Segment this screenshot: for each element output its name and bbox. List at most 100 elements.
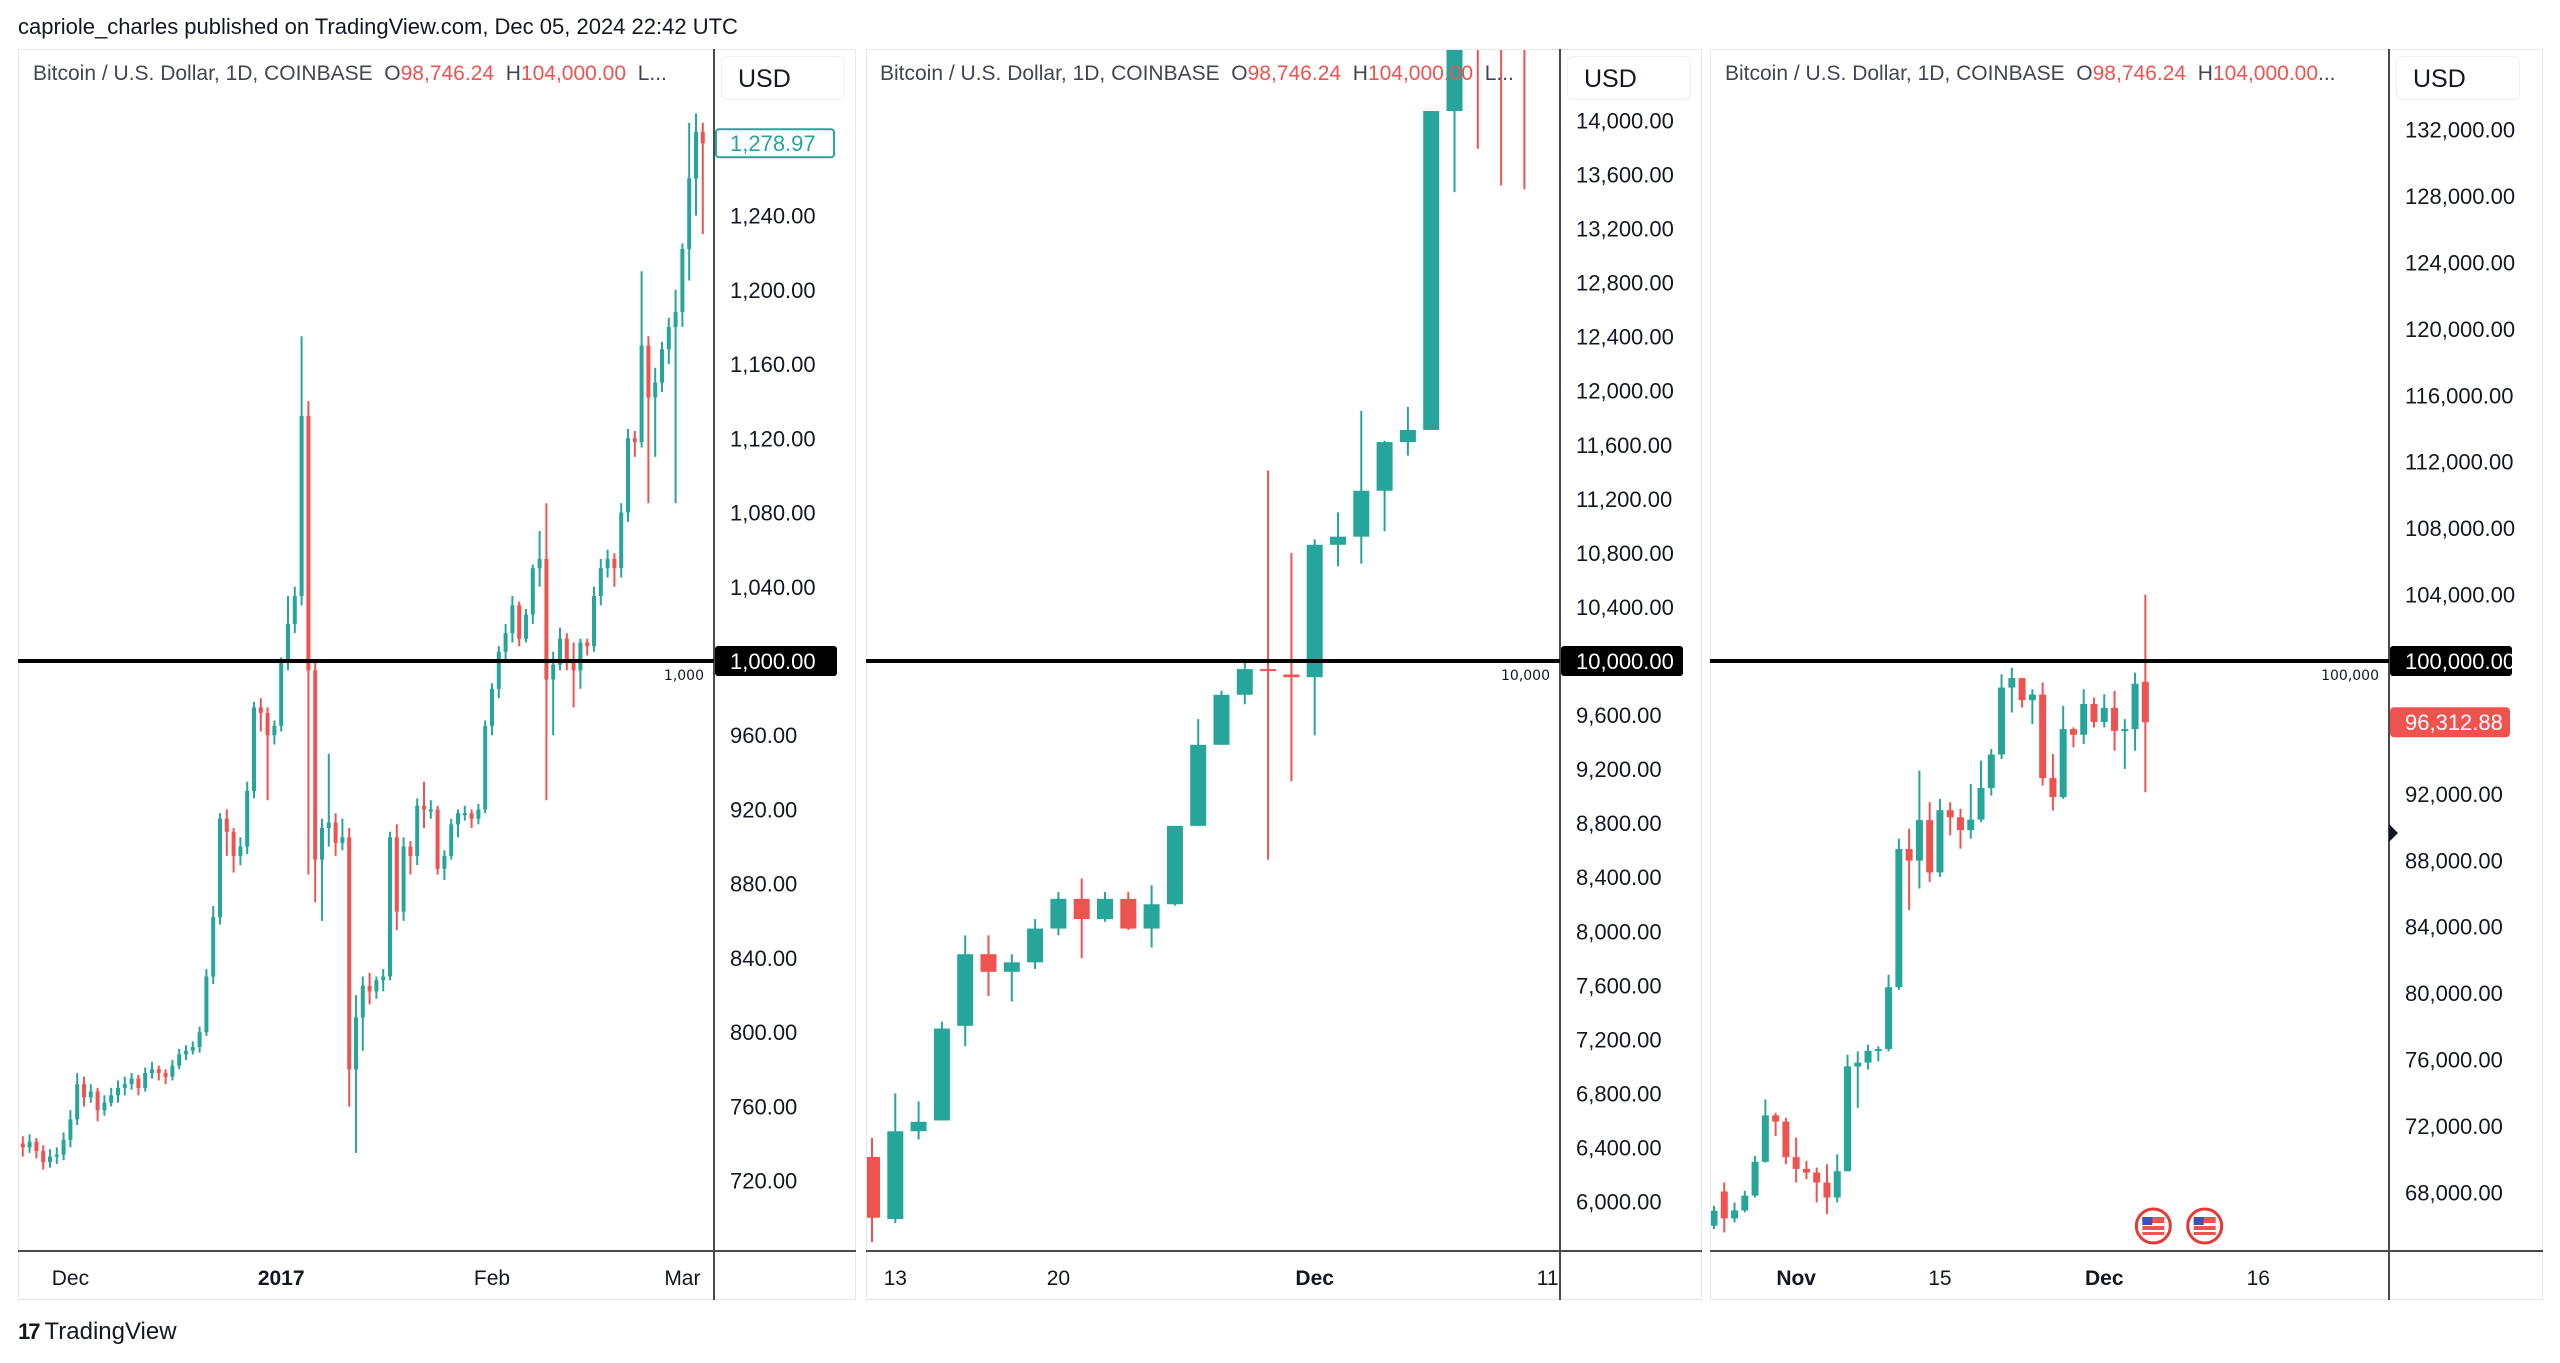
candle[interactable] [258,698,263,732]
currency-button-panel-1[interactable]: USD [721,56,845,100]
candle[interactable] [238,837,243,866]
candle[interactable] [626,429,630,522]
candle[interactable] [14,1129,18,1153]
candle[interactable] [694,113,698,216]
candle[interactable] [170,1060,175,1081]
candle[interactable] [503,623,508,661]
candle[interactable] [632,430,637,457]
candle[interactable] [1998,674,2006,759]
candle[interactable] [1306,539,1323,736]
candle[interactable] [34,1137,39,1159]
candle[interactable] [2100,694,2108,728]
candle[interactable] [1782,1117,1790,1165]
candle[interactable] [1120,892,1137,930]
legend-more[interactable]: ... [2318,62,2336,85]
candle[interactable] [75,1073,80,1125]
candle[interactable] [129,1073,134,1090]
candle[interactable] [286,596,290,671]
candle[interactable] [1470,0,1486,149]
candle[interactable] [1895,838,1903,990]
candle[interactable] [54,1147,59,1164]
candle[interactable] [558,627,562,671]
candle[interactable] [1823,1164,1831,1215]
candle[interactable] [1885,974,1893,1052]
candle[interactable] [1446,0,1463,193]
candle[interactable] [1977,760,1985,823]
candle[interactable] [143,1067,148,1092]
candle[interactable] [1516,0,1532,190]
candle[interactable] [1915,770,1923,889]
candle[interactable] [1946,802,1954,836]
candle[interactable] [2080,689,2088,745]
legend-more[interactable]: L... [637,62,667,85]
candle[interactable] [1926,802,1934,882]
candle[interactable] [1236,662,1253,705]
candle[interactable] [61,1132,66,1161]
candle[interactable] [462,805,467,821]
candle[interactable] [265,707,270,801]
candle[interactable] [1711,1205,1718,1230]
candle[interactable] [68,1110,73,1148]
candle[interactable] [449,818,454,860]
candle[interactable] [156,1065,161,1081]
currency-button-panel-3[interactable]: USD [2396,56,2520,100]
candle[interactable] [1956,808,1964,849]
candle[interactable] [1741,1190,1749,1213]
candle[interactable] [333,813,338,856]
candle[interactable] [204,969,209,1036]
legend-more[interactable]: L... [1484,62,1514,85]
candle[interactable] [340,818,345,851]
candle[interactable] [1353,411,1370,564]
candle[interactable] [1751,1155,1759,1198]
candle[interactable] [218,813,222,925]
candle[interactable] [82,1076,86,1107]
candle[interactable] [530,564,535,624]
candle[interactable] [1792,1137,1800,1183]
candle[interactable] [490,683,494,736]
candle[interactable] [1802,1160,1810,1180]
candle[interactable] [2008,667,2016,713]
candle[interactable] [537,531,542,587]
candle[interactable] [864,1138,880,1243]
candle[interactable] [483,720,488,814]
candle[interactable] [2028,689,2036,725]
candle[interactable] [660,341,664,392]
candle[interactable] [2049,754,2057,811]
candle[interactable] [544,503,549,801]
candle[interactable] [1097,892,1113,922]
candle[interactable] [1833,1154,1841,1203]
candle[interactable] [517,601,522,647]
candle[interactable] [1073,878,1090,959]
candle[interactable] [408,841,413,875]
candle[interactable] [1813,1167,1821,1203]
candle[interactable] [163,1069,168,1085]
candle[interactable] [980,935,997,997]
candle[interactable] [360,976,365,1051]
candle[interactable] [252,701,256,799]
candle[interactable] [1376,440,1393,532]
candle[interactable] [231,828,236,873]
candle[interactable] [476,803,481,825]
candle[interactable] [320,818,324,921]
candle[interactable] [1166,825,1183,906]
candle[interactable] [299,336,304,606]
candle[interactable] [401,837,406,921]
candle[interactable] [347,828,352,1107]
candle[interactable] [415,798,420,866]
candle[interactable] [2018,678,2026,708]
candle[interactable] [435,805,440,875]
candle[interactable] [2069,727,2077,748]
candle[interactable] [150,1061,154,1079]
candle[interactable] [673,289,678,504]
candle[interactable] [211,905,216,984]
candle[interactable] [639,271,644,448]
candle[interactable] [612,553,617,587]
candle[interactable] [1493,0,1509,186]
candle[interactable] [1213,690,1230,745]
candle[interactable] [1027,919,1044,970]
candle[interactable] [394,824,399,931]
candle[interactable] [1761,1099,1769,1163]
candle[interactable] [1864,1044,1872,1070]
candle[interactable] [442,850,447,881]
